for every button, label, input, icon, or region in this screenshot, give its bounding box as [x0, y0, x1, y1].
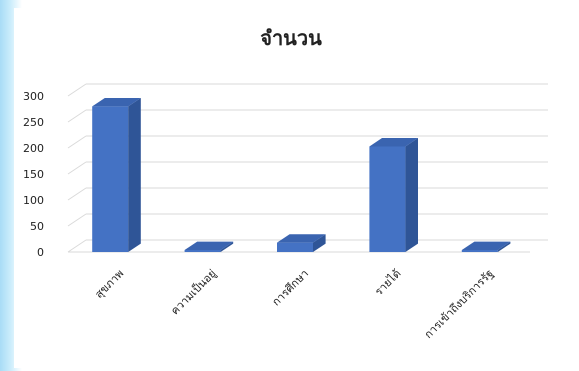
chart-title: จำนวน: [260, 26, 322, 50]
gridline-depth-0: [67, 239, 87, 253]
y-tick-label: 50: [30, 220, 44, 233]
x-category-label: การศึกษา: [270, 267, 312, 309]
gridline-depth-5: [67, 109, 87, 123]
gridline-depth-2: [67, 187, 87, 201]
bar-1: [184, 241, 234, 252]
bar-3: [369, 138, 418, 252]
bar-side: [405, 138, 418, 252]
y-axis-ticks: 0 50 100 150 200 250 300: [23, 90, 44, 259]
bar-top: [184, 241, 234, 250]
y-tick-label: 150: [23, 168, 44, 181]
bar-side: [497, 241, 511, 252]
bar-front: [369, 146, 406, 252]
x-category-label: สุขภาพ: [92, 267, 126, 301]
gridline-depth-3: [67, 161, 87, 175]
x-category-label: ความเป็นอยู่: [168, 266, 219, 317]
y-tick-label: 0: [37, 246, 44, 259]
bar-side: [220, 241, 234, 252]
bars: [92, 98, 511, 253]
bar-side: [313, 234, 326, 252]
bar-top: [369, 138, 418, 147]
gridline-depth-1: [67, 213, 87, 227]
bar-front: [184, 250, 221, 252]
bar-front: [92, 106, 129, 253]
bar-front: [277, 242, 313, 252]
bar-2: [277, 234, 326, 252]
gridline-depth-6: [67, 83, 87, 97]
bar-top: [92, 98, 141, 107]
bar-top: [277, 234, 326, 243]
bar-4: [461, 241, 511, 252]
y-tick-label: 300: [23, 90, 44, 103]
y-tick-label: 100: [23, 194, 44, 207]
gridline-depth-4: [67, 135, 87, 149]
x-category-label: การเข้าถึงบริการรัฐ: [422, 267, 496, 341]
bar-side: [128, 98, 141, 252]
y-tick-label: 250: [23, 116, 44, 129]
bar-front: [461, 250, 498, 252]
bar-0: [92, 98, 141, 253]
x-category-label: รายได้: [372, 267, 403, 298]
bar-top: [461, 241, 511, 250]
y-tick-label: 200: [23, 142, 44, 155]
x-axis-categories: สุขภาพ ความเป็นอยู่ การศึกษา รายได้ การเข้าถ…: [92, 266, 495, 341]
gridlines: [67, 83, 548, 253]
